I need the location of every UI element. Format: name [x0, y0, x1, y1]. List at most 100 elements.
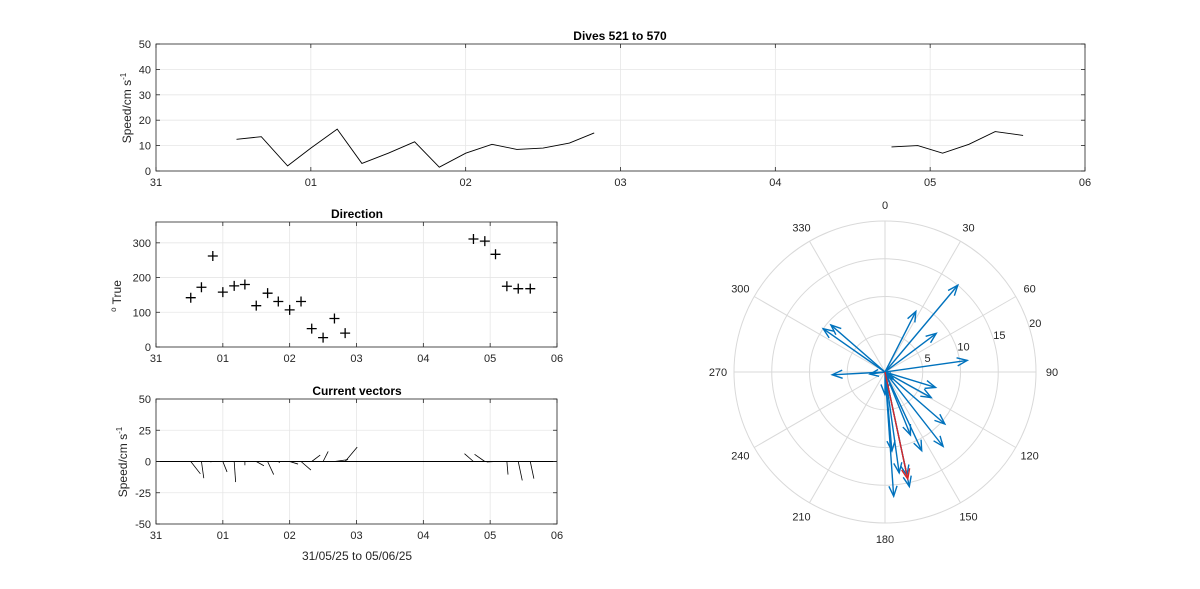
direction-panel: 31 01 02 03 04 05 06 0 100 200 300 Direction o Tru…: [109, 207, 563, 365]
speed-ylabel: Speed/cm s-1: [119, 72, 134, 143]
direction-point: [318, 332, 329, 343]
vectors-ticks: 31 01 02 03 04 05 06 -50 -25 0 25 50: [135, 394, 563, 542]
polar-vector-shaft: [884, 332, 937, 373]
direction-point: [239, 279, 250, 290]
x-tick-label: 05: [484, 353, 496, 365]
direction-ylabel: o True: [109, 280, 124, 312]
direction-point: [229, 280, 240, 291]
vectors-ylabel: Speed/cm s-1: [115, 426, 130, 497]
y-tick-label: 30: [139, 90, 151, 102]
x-tick-label: 06: [551, 530, 563, 542]
direction-point: [513, 283, 524, 294]
polar-angle-label: 30: [962, 222, 974, 234]
y-tick-label: 0: [145, 457, 151, 469]
polar-angle-label: 210: [792, 512, 810, 524]
polar-vector-head: [907, 309, 917, 323]
speed-series-line: [236, 128, 595, 168]
polar-vector-shaft: [884, 359, 968, 373]
speed-panel: 31 01 02 03 04 05 06 0 10 20 30 40 50 Dives 521 to 5…: [119, 29, 1091, 189]
polar-angle-label: 300: [731, 284, 749, 296]
current-vector-stick: [201, 461, 205, 479]
current-vector-stick: [344, 446, 358, 462]
y-tick-label: 300: [133, 238, 151, 250]
polar-vector: [884, 357, 970, 373]
x-tick-label: 06: [551, 353, 563, 365]
polar-vector-shaft: [884, 371, 946, 425]
polar-vector-shaft: [884, 284, 959, 373]
polar-arrows: [821, 283, 970, 499]
polar-vector-shaft: [884, 371, 923, 451]
polar-vector-shaft: [832, 371, 886, 376]
direction-point: [251, 300, 262, 311]
direction-point: [329, 313, 340, 324]
current-vector-stick: [322, 451, 329, 462]
speed-title: Dives 521 to 570: [573, 29, 667, 43]
polar-vector-head: [920, 388, 933, 399]
polar-vector-shaft: [884, 371, 936, 389]
polar-angle-label: 330: [792, 222, 810, 234]
x-tick-label: 01: [217, 353, 229, 365]
current-vector-stick: [517, 461, 523, 481]
direction-point: [479, 236, 490, 247]
polar-vector-shaft: [884, 371, 944, 447]
current-vector-stick: [529, 461, 535, 479]
polar-panel: 0 30 60 90 120 150 180 210 240 270 300 330 5 10 15 20: [709, 200, 1058, 546]
polar-angle-label: 240: [731, 451, 749, 463]
speed-line: [236, 128, 1024, 168]
polar-vector: [884, 371, 896, 453]
direction-point: [284, 304, 295, 315]
speed-ticks: 31 01 02 03 04 05 06 0 10 20 30 40 50: [139, 39, 1091, 189]
current-vector-stick: [267, 461, 275, 475]
x-tick-label: 31: [150, 530, 162, 542]
current-vector-stick: [190, 461, 201, 475]
x-tick-label: 04: [769, 177, 781, 189]
polar-vector: [884, 283, 960, 373]
polar-vector-head: [886, 440, 896, 453]
polar-vector-head: [925, 332, 938, 344]
current-vector-stick: [300, 461, 312, 471]
current-vector-stick: [233, 461, 237, 483]
polar-vector-head: [868, 368, 880, 377]
x-tick-label: 02: [284, 353, 296, 365]
polar-vector-shaft: [884, 371, 893, 452]
direction-point: [306, 323, 317, 334]
polar-spoke: [753, 371, 886, 448]
polar-vector-head: [821, 327, 835, 339]
polar-vector-shaft: [884, 311, 917, 373]
direction-point: [490, 249, 501, 260]
current-vector-stick: [289, 461, 299, 465]
x-tick-label: 03: [614, 177, 626, 189]
polar-mean-vector: [884, 371, 911, 481]
polar-radius-label: 15: [993, 330, 1005, 342]
y-tick-label: 20: [139, 115, 151, 127]
y-tick-label: 100: [133, 307, 151, 319]
polar-labels: 0 30 60 90 120 150 180 210 240 270 300 330 5 10 15 20: [709, 200, 1058, 546]
polar-spoke: [809, 371, 886, 504]
polar-vector-head: [913, 439, 923, 453]
x-tick-label: 31: [150, 353, 162, 365]
polar-spoke: [809, 240, 886, 373]
polar-vector: [884, 332, 938, 373]
polar-spoke: [753, 296, 886, 373]
x-tick-label: 01: [305, 177, 317, 189]
current-vector-stick: [311, 454, 321, 462]
polar-vector: [830, 369, 886, 379]
direction-title: Direction: [331, 207, 383, 221]
direction-ticks: 31 01 02 03 04 05 06 0 100 200 300: [133, 222, 563, 365]
y-tick-label: 10: [139, 141, 151, 153]
current-vector-stick: [222, 461, 228, 473]
polar-radius-label: 10: [957, 342, 969, 354]
current-vector-stick: [474, 454, 486, 462]
polar-angle-label: 150: [959, 512, 977, 524]
polar-spoke: [884, 296, 1017, 373]
x-tick-label: 01: [217, 530, 229, 542]
current-vector-stick: [278, 461, 280, 464]
direction-point: [207, 251, 218, 262]
x-tick-label: 02: [284, 530, 296, 542]
vectors-panel: 31 01 02 03 04 05 06 -50 -25 0 25 50 Current vector…: [115, 384, 563, 563]
y-tick-label: 25: [139, 425, 151, 437]
polar-vector-head: [933, 435, 945, 448]
polar-angle-label: 270: [709, 367, 727, 379]
polar-angle-label: 90: [1046, 367, 1058, 379]
